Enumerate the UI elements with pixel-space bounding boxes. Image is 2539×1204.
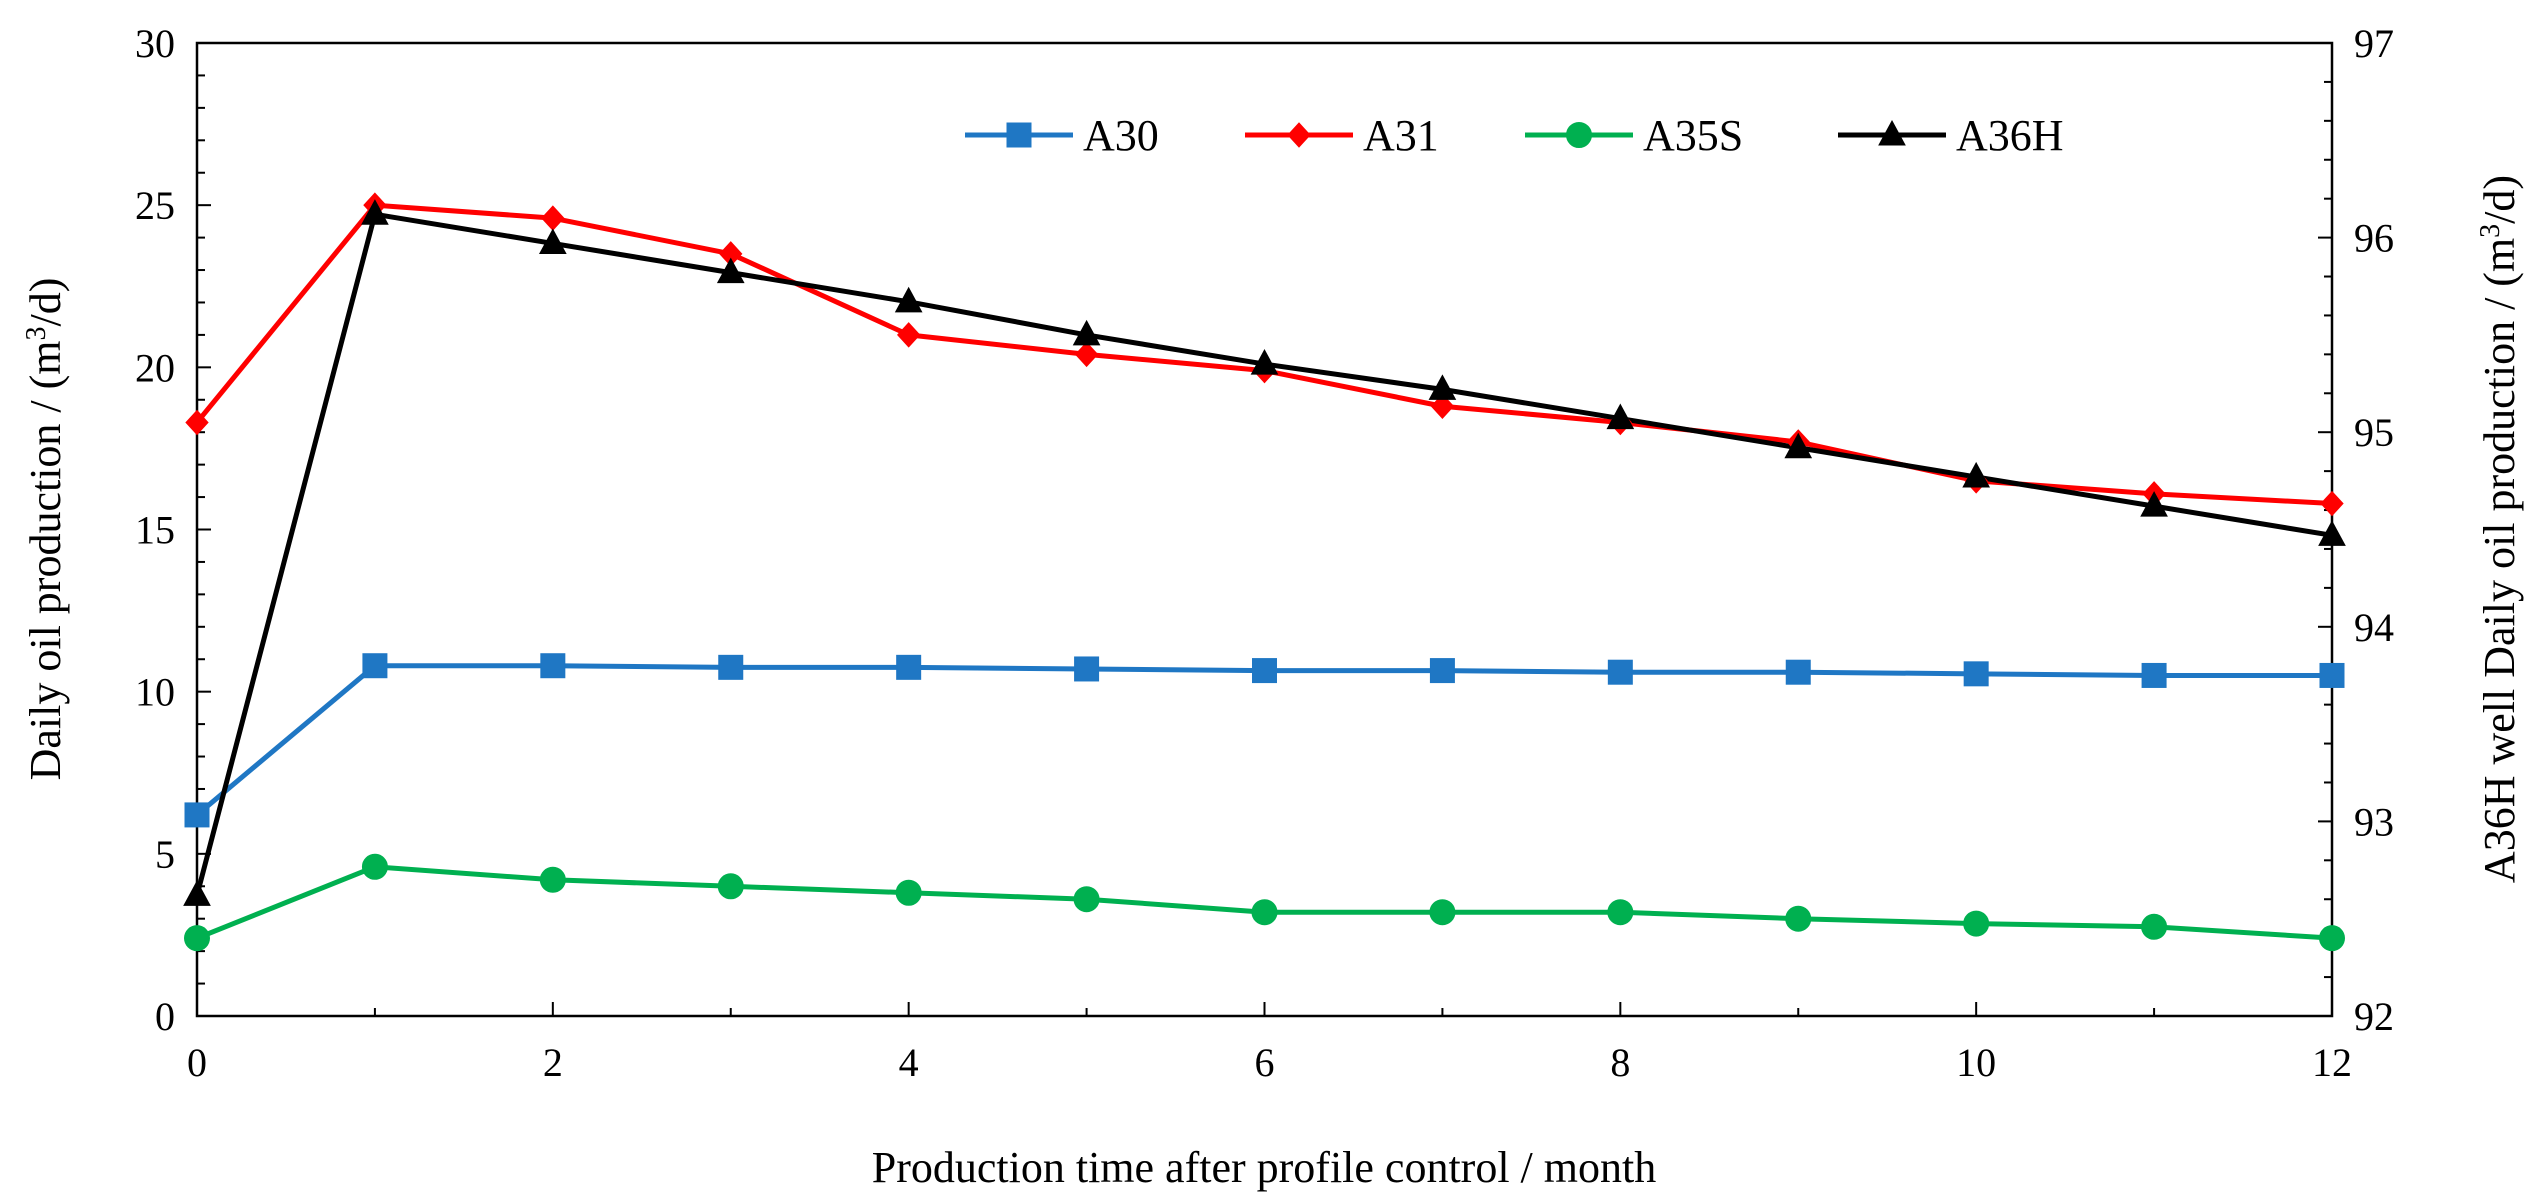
data-point-a36h bbox=[1606, 403, 1635, 430]
data-point-a36h bbox=[716, 257, 745, 284]
x-tick-label: 6 bbox=[1255, 1040, 1275, 1085]
legend-marker-a30 bbox=[1006, 122, 1032, 148]
data-point-a30 bbox=[896, 654, 922, 680]
y-tick-label: 5 bbox=[155, 832, 175, 877]
data-point-a35s bbox=[1963, 910, 1990, 937]
x-tick-label: 12 bbox=[2312, 1040, 2352, 1085]
legend-marker-a36h bbox=[1878, 119, 1906, 146]
data-point-a30 bbox=[1074, 656, 1100, 682]
data-point-a31 bbox=[541, 205, 565, 231]
data-point-a35s bbox=[1073, 886, 1100, 913]
y-tick-label: 15 bbox=[135, 508, 175, 553]
legend-marker-a35s bbox=[1566, 122, 1592, 148]
data-point-a30 bbox=[1607, 659, 1633, 685]
y-axis-title-sup: 3 bbox=[21, 326, 52, 340]
data-point-a30 bbox=[2319, 662, 2345, 688]
data-point-a35s bbox=[1607, 899, 1634, 926]
axis-ticks bbox=[196, 42, 2333, 1017]
data-point-a35s bbox=[184, 925, 210, 952]
data-point-a36h bbox=[894, 286, 923, 313]
data-point-a35s bbox=[2141, 913, 2168, 940]
data-point-a30 bbox=[362, 653, 388, 679]
x-tick-label: 10 bbox=[1956, 1040, 1996, 1085]
data-point-a31 bbox=[1430, 393, 1455, 419]
series-line-a36h bbox=[194, 211, 2333, 896]
data-point-a30 bbox=[718, 654, 744, 680]
series-line-a30 bbox=[195, 663, 2332, 817]
data-point-a31 bbox=[1074, 341, 1099, 368]
y-tick-label: 10 bbox=[135, 670, 175, 715]
data-point-a36h bbox=[1250, 349, 1279, 375]
data-point-a36h bbox=[2140, 491, 2168, 517]
y2-axis-title-sup: 3 bbox=[2475, 224, 2506, 238]
data-point-a36h bbox=[538, 228, 567, 254]
y2-tick-label: 97 bbox=[2354, 21, 2394, 66]
y2-tick-label: 93 bbox=[2354, 799, 2394, 844]
data-point-a30 bbox=[540, 653, 566, 679]
data-point-a35s bbox=[539, 866, 566, 893]
data-point-a31 bbox=[185, 409, 209, 436]
data-point-a35s bbox=[2319, 925, 2345, 952]
y2-axis-title-main: A36H well Daily oil production / (m bbox=[2475, 238, 2524, 883]
data-point-a30 bbox=[2141, 662, 2167, 688]
y2-tick-label: 96 bbox=[2354, 216, 2394, 261]
legend-label-a35s: A35S bbox=[1643, 111, 1743, 160]
data-point-a35s bbox=[1785, 905, 1812, 932]
data-point-a36h bbox=[361, 199, 389, 225]
data-point-a30 bbox=[1429, 658, 1455, 684]
x-tick-label: 8 bbox=[1610, 1040, 1630, 1085]
data-point-a35s bbox=[895, 879, 922, 906]
data-point-a35s bbox=[1251, 899, 1278, 926]
legend-label-a31: A31 bbox=[1363, 111, 1439, 160]
y2-axis-title: A36H well Daily oil production / (m3/d) bbox=[2475, 175, 2525, 883]
y2-tick-label: 95 bbox=[2354, 410, 2394, 455]
legend-marker-a31 bbox=[1287, 122, 1311, 148]
data-point-a35s bbox=[1429, 899, 1456, 926]
y-tick-label: 0 bbox=[155, 994, 175, 1039]
x-tick-label: 2 bbox=[543, 1040, 563, 1085]
data-point-a30 bbox=[1785, 659, 1811, 685]
y2-tick-label: 94 bbox=[2354, 605, 2394, 650]
legend-label-a30: A30 bbox=[1083, 111, 1159, 160]
y-axis-title-main: Daily oil production / (m bbox=[21, 340, 70, 780]
y-tick-label: 25 bbox=[135, 183, 175, 228]
legend-label-a36h: A36H bbox=[1956, 111, 2064, 160]
data-point-a36h bbox=[1072, 319, 1101, 346]
x-axis-title: Production time after profile control / … bbox=[872, 1143, 1656, 1192]
x-tick-label: 4 bbox=[899, 1040, 919, 1085]
data-point-a36h bbox=[183, 880, 211, 906]
y-axis-title-tail: /d) bbox=[21, 278, 70, 327]
data-point-a31 bbox=[2320, 490, 2344, 517]
y2-tick-label: 92 bbox=[2354, 994, 2394, 1039]
series-markers bbox=[183, 192, 2346, 952]
data-point-a35s bbox=[717, 873, 744, 900]
plot-frame bbox=[195, 41, 2334, 1018]
data-point-a36h bbox=[2318, 520, 2346, 546]
data-point-a36h bbox=[1428, 374, 1457, 400]
data-point-a36h bbox=[1784, 432, 1813, 459]
data-point-a35s bbox=[361, 853, 388, 880]
series-lines bbox=[194, 202, 2333, 941]
data-point-a30 bbox=[1963, 661, 1989, 687]
y-tick-label: 20 bbox=[135, 345, 175, 390]
data-point-a30 bbox=[1252, 658, 1277, 684]
data-point-a36h bbox=[1962, 461, 1991, 488]
axis-tick-labels: 0 2 4 6 8 10 12 0 5 10 15 20 25 30 92 93 94 95 96 97 bbox=[135, 21, 2394, 1085]
legend: A30 A31 A35S A36H bbox=[965, 111, 2064, 160]
y-axis-title: Daily oil production / (m3/d) bbox=[21, 278, 71, 781]
data-point-a30 bbox=[184, 802, 210, 828]
y2-axis-title-tail: /d) bbox=[2475, 175, 2524, 224]
data-point-a31 bbox=[896, 322, 921, 348]
x-tick-label: 0 bbox=[187, 1040, 207, 1085]
y-tick-label: 30 bbox=[135, 21, 175, 66]
